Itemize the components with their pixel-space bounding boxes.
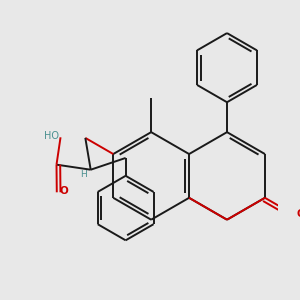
Text: O: O xyxy=(59,186,68,196)
Text: HO: HO xyxy=(44,131,59,141)
Text: H: H xyxy=(80,170,87,179)
Text: O: O xyxy=(296,209,300,219)
